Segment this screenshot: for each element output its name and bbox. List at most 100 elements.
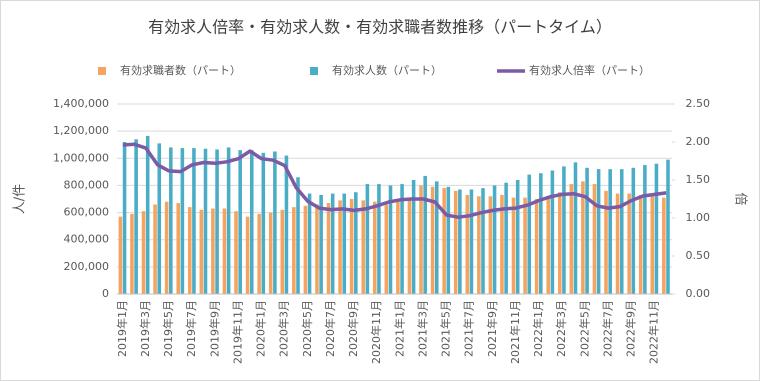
bar xyxy=(215,149,219,294)
bar xyxy=(307,193,312,294)
bar xyxy=(666,159,670,294)
x-tick-label: 2022年3月 xyxy=(554,300,568,357)
bar xyxy=(122,142,127,294)
y-tick-label: 400,000 xyxy=(64,233,110,246)
bar xyxy=(423,175,427,294)
bar xyxy=(515,180,520,294)
x-tick-label: 2019年11月 xyxy=(230,300,244,364)
bar xyxy=(458,189,462,294)
bar xyxy=(226,147,231,294)
bar xyxy=(396,201,400,294)
bar xyxy=(550,170,555,294)
bar xyxy=(361,200,365,294)
bar xyxy=(411,180,416,294)
bar xyxy=(619,169,624,294)
bar xyxy=(377,184,381,294)
bar xyxy=(596,169,601,294)
y-tick-label: 1,400,000 xyxy=(53,97,109,110)
bar xyxy=(130,213,134,294)
bar xyxy=(384,204,389,294)
bar xyxy=(562,166,566,294)
bar xyxy=(500,194,504,294)
bar xyxy=(303,205,308,294)
x-tick-label: 2019年3月 xyxy=(138,300,152,357)
bar xyxy=(141,211,146,294)
y2-tick-label: 1.00 xyxy=(686,211,711,224)
bar xyxy=(326,203,331,294)
bar xyxy=(569,184,574,294)
bar xyxy=(504,182,508,294)
bar xyxy=(342,193,347,294)
bar xyxy=(477,196,481,294)
y-tick-label: 1,200,000 xyxy=(53,124,109,137)
bar xyxy=(511,197,516,294)
bar xyxy=(481,188,485,294)
x-tick-label: 2021年11月 xyxy=(508,300,522,364)
x-tick-label: 2021年5月 xyxy=(439,300,453,357)
bar xyxy=(453,190,458,294)
bar xyxy=(180,148,185,294)
y-tick-label: 200,000 xyxy=(64,260,110,273)
y2-tick-label: 0.00 xyxy=(686,287,711,300)
y-tick-label: 1,000,000 xyxy=(53,151,109,164)
bar xyxy=(546,196,550,294)
bar xyxy=(118,216,123,294)
bar xyxy=(446,186,451,294)
x-tick-label: 2020年1月 xyxy=(254,300,268,357)
legend-swatch xyxy=(98,67,106,75)
bar xyxy=(643,165,647,294)
bar xyxy=(199,209,204,294)
x-tick-label: 2021年1月 xyxy=(392,300,406,357)
bar xyxy=(145,135,150,294)
bar xyxy=(249,150,254,294)
bar xyxy=(354,192,358,294)
bar xyxy=(338,200,342,294)
bar xyxy=(523,197,527,294)
x-tick-label: 2020年11月 xyxy=(369,300,383,364)
bar xyxy=(662,197,666,294)
bar xyxy=(534,199,539,294)
bar xyxy=(419,185,423,294)
bar xyxy=(273,151,277,294)
bar xyxy=(581,181,585,294)
bar xyxy=(153,204,157,294)
x-tick-label: 2022年5月 xyxy=(577,300,591,357)
bar xyxy=(245,216,250,294)
x-tick-label: 2021年7月 xyxy=(462,300,476,357)
bar xyxy=(608,169,612,294)
bar xyxy=(400,184,404,294)
bar xyxy=(650,196,655,294)
x-tick-label: 2020年3月 xyxy=(277,300,291,357)
y-tick-label: 600,000 xyxy=(64,206,110,219)
y2-tick-label: 0.50 xyxy=(686,249,711,262)
bar xyxy=(261,152,266,294)
y2-tick-label: 2.00 xyxy=(686,135,711,148)
bar xyxy=(238,150,242,294)
bar xyxy=(134,139,138,294)
bar xyxy=(527,174,532,294)
x-tick-label: 2019年5月 xyxy=(161,300,175,357)
y2-tick-label: 1.50 xyxy=(686,173,711,186)
bar xyxy=(631,167,636,294)
x-tick-label: 2019年7月 xyxy=(184,300,198,357)
bar xyxy=(234,211,238,294)
bar xyxy=(157,143,162,294)
bar xyxy=(615,193,620,294)
legend-label: 有効求人倍率（パート） xyxy=(529,63,650,77)
bar xyxy=(257,213,261,294)
x-tick-label: 2020年5月 xyxy=(300,300,314,357)
bar xyxy=(203,148,208,294)
bar xyxy=(654,163,659,294)
bar xyxy=(176,203,180,294)
bar xyxy=(434,181,439,294)
bar xyxy=(268,212,273,294)
x-tick-label: 2021年3月 xyxy=(415,300,429,357)
y-tick-label: 800,000 xyxy=(64,178,110,191)
x-tick-label: 2022年7月 xyxy=(600,300,614,357)
bar xyxy=(469,189,474,294)
bar xyxy=(365,184,370,294)
bar xyxy=(372,201,377,294)
legend-label: 有効求人数（パート） xyxy=(332,63,442,77)
bar xyxy=(349,199,354,294)
